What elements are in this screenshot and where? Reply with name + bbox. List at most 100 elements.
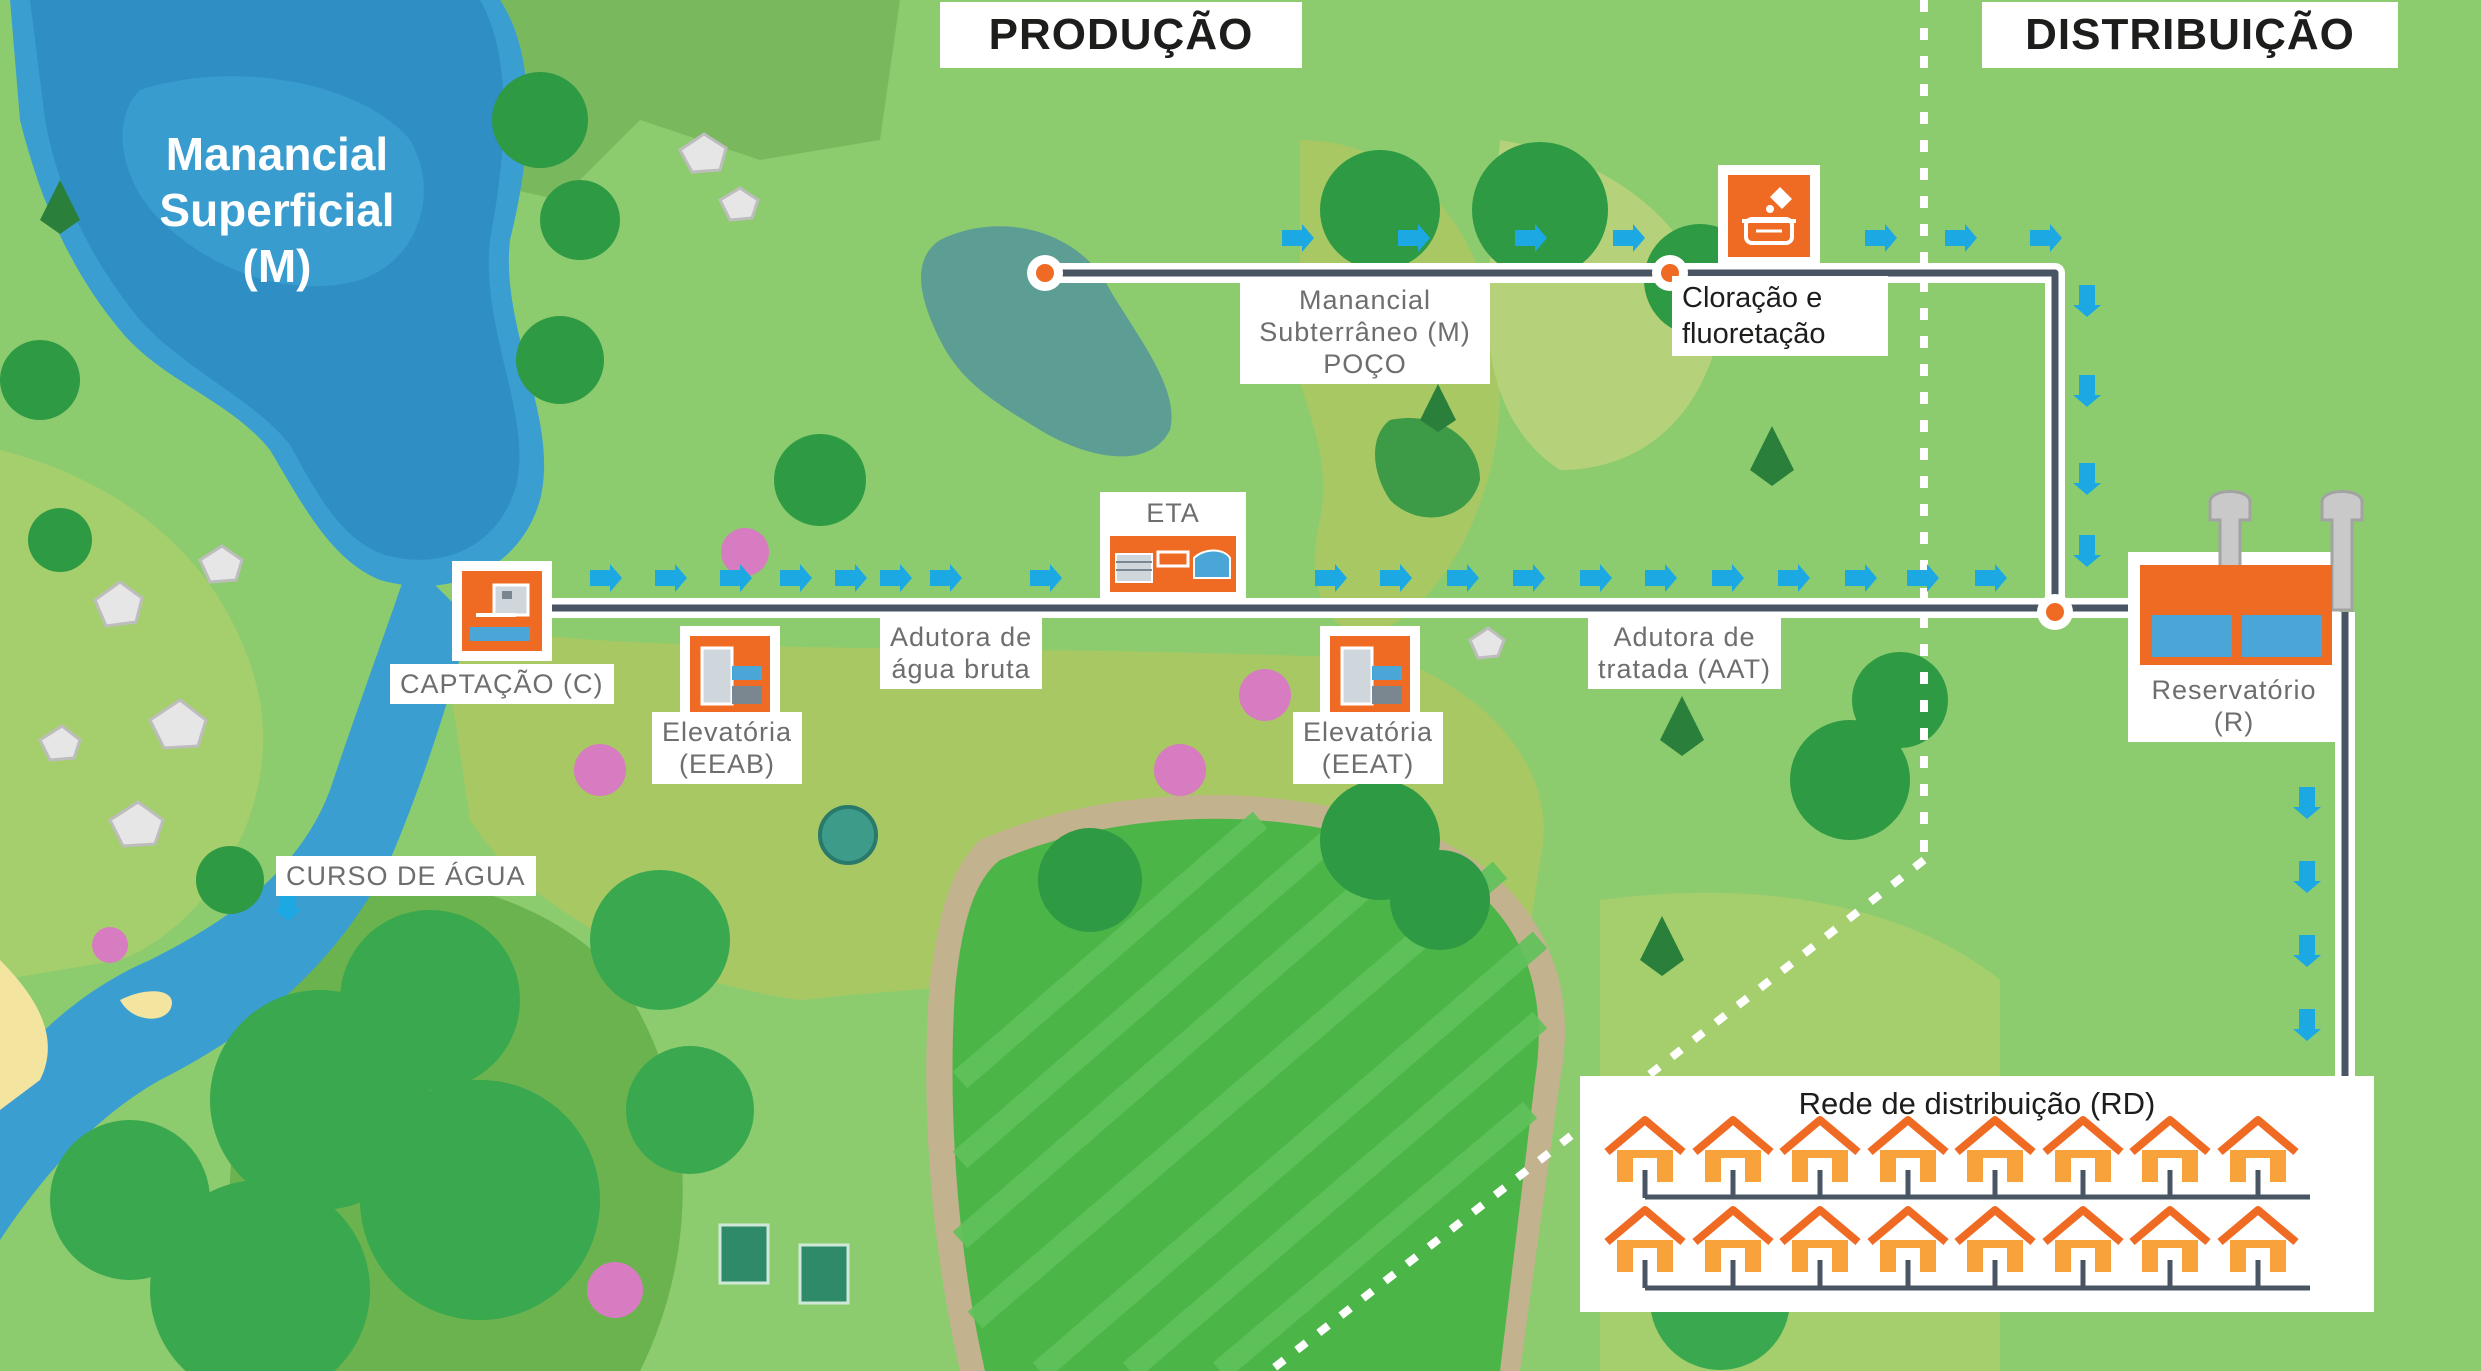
field-stripe: [1032, 931, 1548, 1371]
junction-node-dot: [1036, 264, 1054, 282]
shrub: [574, 744, 626, 796]
intake-station-icon: [462, 571, 542, 651]
shrub: [92, 927, 128, 963]
intake-station-glyph: [470, 583, 530, 641]
house-icon: [1782, 1210, 1858, 1288]
house-icon: [1695, 1120, 1771, 1198]
raw-main-label-line: água bruta: [891, 654, 1031, 684]
chlorination-label-line: fluoretação: [1682, 318, 1826, 350]
field-stripe: [952, 811, 1268, 1089]
treated-pump-label-line: Elevatória: [1303, 717, 1434, 747]
trees: [0, 72, 1948, 1371]
tree: [1390, 850, 1490, 950]
distribution-title: DISTRIBUIÇÃO: [2025, 10, 2355, 59]
rock: [1468, 626, 1506, 660]
reservoir-station: [2128, 490, 2364, 674]
tree: [540, 180, 620, 260]
lake-label-line: Manancial: [165, 128, 389, 180]
tree: [626, 1046, 754, 1174]
house-icon: [1607, 1120, 1683, 1198]
tennis-court: [718, 1223, 770, 1285]
tennis-court: [798, 1243, 850, 1305]
stream-label-text: CURSO DE ÁGUA: [286, 861, 526, 891]
house-icon: [1607, 1210, 1683, 1288]
raw-pump-label-line: Elevatória: [662, 717, 793, 747]
pumping-station-icon: [690, 636, 770, 716]
water-tank-small: [818, 805, 878, 865]
treatment-plant-glyph: [1115, 549, 1231, 583]
eta-label: ETA: [1146, 498, 1200, 528]
distribution-network-title: Rede de distribuição (RD): [1798, 1086, 2156, 1121]
treated-water-pipe: [1045, 269, 2059, 608]
house-icon: [2132, 1120, 2208, 1198]
tree: [1852, 652, 1948, 748]
chlorination-label: Cloração e fluoretação: [1672, 276, 1888, 356]
rock: [678, 132, 728, 174]
house-icon: [2220, 1210, 2296, 1288]
palm: [1750, 426, 1794, 486]
houses-grid: [1580, 1076, 2310, 1312]
house-icon: [1957, 1120, 2033, 1198]
pumping-station-glyph: [1340, 646, 1402, 706]
rock: [93, 580, 144, 628]
tree: [0, 340, 80, 420]
stream-label: CURSO DE ÁGUA: [276, 856, 536, 896]
field-stripe: [1122, 1011, 1548, 1371]
treated-main-label-line: Adutora de: [1613, 622, 1756, 652]
groundwater-label-line: Subterrâneo (M): [1259, 317, 1471, 347]
intake-label: CAPTAÇÃO (C): [390, 664, 614, 704]
tree: [1472, 142, 1608, 278]
lake-label-line: (M): [242, 240, 312, 292]
tree: [1320, 150, 1440, 270]
treated-pump-station: [1320, 626, 1420, 726]
house-icon: [1695, 1210, 1771, 1288]
raw-main-label: Adutora de água bruta: [880, 617, 1043, 689]
lake-label: Manancial Superficial (M): [97, 126, 457, 294]
rock: [718, 186, 760, 222]
junction-node-dot: [2046, 603, 2064, 621]
treated-main-label-line: tratada (AAT): [1598, 654, 1772, 684]
tree: [28, 508, 92, 572]
raw-main-label-line: Adutora de: [890, 622, 1033, 652]
raw-pump-label-line: (EEAB): [679, 749, 776, 779]
intake-station: [452, 561, 552, 661]
house-icon: [2220, 1120, 2296, 1198]
pond: [1375, 418, 1480, 518]
tree: [492, 72, 588, 168]
tank-water: [2242, 615, 2322, 657]
groundwater-label-line: POÇO: [1323, 349, 1407, 379]
field-stripe: [952, 831, 1428, 1249]
house-icon: [1957, 1210, 2033, 1288]
field-stripe: [1212, 1101, 1538, 1371]
raw-pump-label: Elevatória (EEAB): [652, 712, 803, 784]
reservoir-label-line: Reservatório: [2151, 675, 2317, 705]
tree: [360, 1080, 600, 1320]
palm: [1640, 916, 1684, 976]
house-icon: [1782, 1120, 1858, 1198]
tree: [516, 316, 604, 404]
production-banner: PRODUÇÃO: [940, 2, 1302, 68]
treated-pump-label: Elevatória (EEAT): [1293, 712, 1444, 784]
lake-label-line: Superficial: [159, 184, 395, 236]
house-icon: [2045, 1210, 2121, 1288]
house-icon: [2045, 1120, 2121, 1198]
tree: [1038, 828, 1142, 932]
chemical-dosing-glyph: [1742, 187, 1796, 245]
raw-pump-station: [680, 626, 780, 726]
stream: [0, 560, 470, 1240]
reservoir-label-line: (R): [2213, 707, 2255, 737]
sand-bank: [0, 960, 48, 1110]
house-icon: [1870, 1120, 1946, 1198]
field-stripe: [952, 821, 1348, 1169]
rock: [108, 800, 165, 848]
rock: [148, 698, 208, 750]
reservoir-label: Reservatório (R): [2128, 670, 2340, 742]
tree: [50, 1120, 210, 1280]
field-stripe: [967, 861, 1508, 1329]
rock: [38, 724, 82, 762]
shrub: [1154, 744, 1206, 796]
groundwater-label: Manancial Subterrâneo (M) POÇO: [1240, 280, 1490, 384]
chemical-dosing-icon: [1728, 175, 1810, 257]
